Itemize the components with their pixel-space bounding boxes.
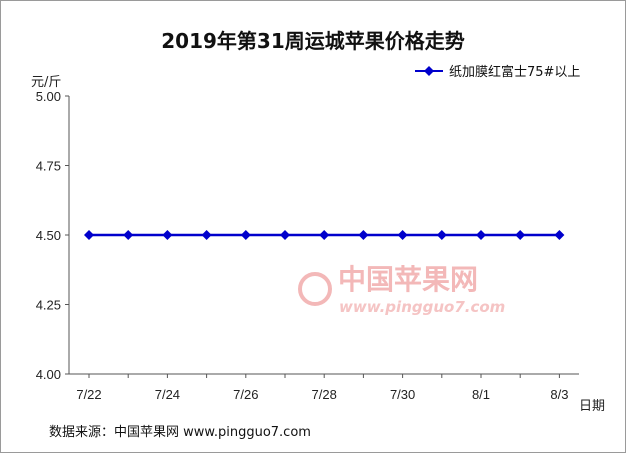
watermark-text: 中国苹果网 <box>338 263 478 296</box>
data-point <box>358 230 369 240</box>
series <box>84 230 565 240</box>
data-point <box>84 230 94 240</box>
y-tick-label: 4.00 <box>36 367 61 382</box>
x-tick-label: 7/26 <box>233 387 258 402</box>
data-point <box>123 230 134 240</box>
y-tick-label: 4.25 <box>36 298 61 313</box>
data-point <box>554 230 565 240</box>
watermark-url: www.pingguo7.com <box>339 298 505 316</box>
legend-marker <box>424 66 434 76</box>
x-tick-label: 7/22 <box>76 387 101 402</box>
data-point <box>476 230 486 240</box>
data-point <box>397 230 408 240</box>
data-point <box>280 230 290 240</box>
data-source: 数据来源：中国苹果网 www.pingguo7.com <box>49 425 311 440</box>
y-tick-label: 4.75 <box>36 159 61 174</box>
legend-label: 纸加膜红富士75#以上 <box>449 64 580 80</box>
y-tick-label: 5.00 <box>36 89 61 104</box>
chart-title: 2019年第31周运城苹果价格走势 <box>161 29 465 53</box>
data-point <box>162 230 173 240</box>
data-point <box>240 230 251 240</box>
x-tick-label: 7/24 <box>155 387 180 402</box>
legend: 纸加膜红富士75#以上 <box>415 64 580 80</box>
y-ticks: 4.00 4.25 4.50 4.75 5.00 <box>36 89 69 382</box>
x-tick-label: 8/1 <box>472 387 490 402</box>
data-point <box>436 230 447 240</box>
y-tick-label: 4.50 <box>36 228 61 243</box>
x-ticks: 7/22 7/24 7/26 7/28 7/30 8/1 8/3 <box>76 374 568 402</box>
y-axis-unit: 元/斤 <box>31 75 61 90</box>
data-point <box>201 230 212 240</box>
x-tick-label: 7/30 <box>390 387 415 402</box>
watermark: 中国苹果网 www.pingguo7.com <box>298 263 505 316</box>
data-point <box>319 230 330 240</box>
x-axis-label: 日期 <box>579 399 605 414</box>
x-tick-label: 8/3 <box>550 387 568 402</box>
data-point <box>515 230 526 240</box>
apple-logo-icon <box>298 272 332 306</box>
x-tick-label: 7/28 <box>312 387 337 402</box>
